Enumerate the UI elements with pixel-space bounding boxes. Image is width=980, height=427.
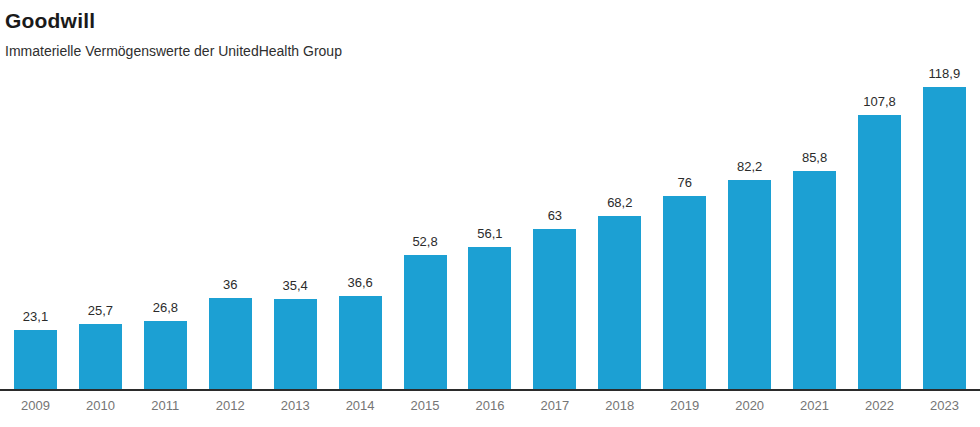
bar-column: 35,4 <box>274 278 317 389</box>
bar-2021[interactable] <box>793 171 836 389</box>
bar-2010[interactable] <box>79 324 122 389</box>
bar-column: 82,2 <box>728 159 771 389</box>
bar-chart: 23,1 25,7 26,8 36 35,4 36,6 52,8 56,1 63 68,2 76 82… <box>0 59 980 413</box>
goodwill-chart-page: Goodwill Immaterielle Vermögenswerte der… <box>0 0 980 427</box>
bar-column: 118,9 <box>923 66 966 389</box>
x-axis-label-2023: 2023 <box>923 398 966 413</box>
x-axis-label-2014: 2014 <box>339 398 382 413</box>
bar-2017[interactable] <box>533 229 576 389</box>
bar-value-label: 36,6 <box>347 275 372 290</box>
bar-column: 25,7 <box>79 303 122 389</box>
x-axis-label-2009: 2009 <box>14 398 57 413</box>
bar-column: 68,2 <box>598 195 641 389</box>
bar-2023[interactable] <box>923 87 966 389</box>
x-axis-label-2015: 2015 <box>404 398 447 413</box>
bar-2016[interactable] <box>468 247 511 389</box>
bar-value-label: 85,8 <box>802 150 827 165</box>
x-axis-label-2010: 2010 <box>79 398 122 413</box>
x-axis-label-2020: 2020 <box>728 398 771 413</box>
bar-value-label: 23,1 <box>23 309 48 324</box>
bar-column: 107,8 <box>858 94 901 389</box>
bar-2011[interactable] <box>144 321 187 389</box>
bar-value-label: 35,4 <box>283 278 308 293</box>
x-axis-label-2021: 2021 <box>793 398 836 413</box>
bar-2013[interactable] <box>274 299 317 389</box>
page-title: Goodwill <box>5 8 980 33</box>
bar-column: 52,8 <box>404 234 447 389</box>
bar-value-label: 68,2 <box>607 195 632 210</box>
bar-value-label: 25,7 <box>88 303 113 318</box>
bar-value-label: 26,8 <box>153 300 178 315</box>
bar-2012[interactable] <box>209 298 252 389</box>
bar-value-label: 107,8 <box>863 94 896 109</box>
bar-2015[interactable] <box>404 255 447 389</box>
bar-2014[interactable] <box>339 296 382 389</box>
bar-column: 23,1 <box>14 309 57 389</box>
x-axis-label-2013: 2013 <box>274 398 317 413</box>
bar-column: 63 <box>533 208 576 389</box>
bar-value-label: 82,2 <box>737 159 762 174</box>
x-axis-labels: 2009 2010 2011 2012 2013 2014 2015 2016 2017 2018… <box>0 398 980 413</box>
page-subtitle: Immaterielle Vermögenswerte der UnitedHe… <box>5 43 980 59</box>
bar-2022[interactable] <box>858 115 901 389</box>
x-axis-label-2016: 2016 <box>468 398 511 413</box>
bar-2019[interactable] <box>663 196 706 389</box>
bar-value-label: 36 <box>223 277 237 292</box>
x-axis-label-2012: 2012 <box>209 398 252 413</box>
x-axis-label-2022: 2022 <box>858 398 901 413</box>
bar-2020[interactable] <box>728 180 771 389</box>
bar-2009[interactable] <box>14 330 57 389</box>
bar-column: 26,8 <box>144 300 187 389</box>
bar-column: 36 <box>209 277 252 389</box>
bar-column: 36,6 <box>339 275 382 389</box>
x-axis-label-2017: 2017 <box>533 398 576 413</box>
bar-column: 76 <box>663 175 706 389</box>
x-axis-label-2019: 2019 <box>663 398 706 413</box>
bar-value-label: 76 <box>677 175 691 190</box>
bar-2018[interactable] <box>598 216 641 389</box>
x-axis-label-2018: 2018 <box>598 398 641 413</box>
bar-value-label: 52,8 <box>412 234 437 249</box>
bar-value-label: 118,9 <box>929 66 961 81</box>
bar-column: 56,1 <box>468 226 511 389</box>
chart-header: Goodwill Immaterielle Vermögenswerte der… <box>0 0 980 59</box>
x-axis-label-2011: 2011 <box>144 398 187 413</box>
bars-row: 23,1 25,7 26,8 36 35,4 36,6 52,8 56,1 63 68,2 76 82… <box>0 59 980 391</box>
bar-column: 85,8 <box>793 150 836 389</box>
bar-value-label: 63 <box>548 208 562 223</box>
bar-value-label: 56,1 <box>477 226 502 241</box>
